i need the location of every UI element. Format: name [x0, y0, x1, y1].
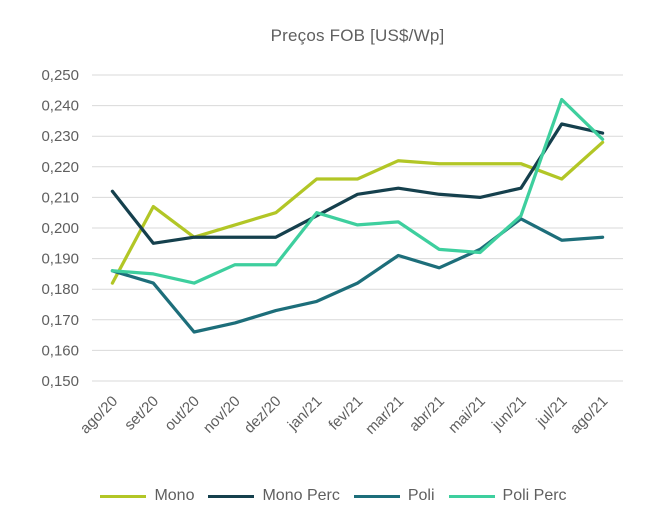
y-tick-label: 0,230	[41, 128, 79, 145]
y-tick-label: 0,190	[41, 251, 79, 268]
x-tick-label: jan/21	[284, 393, 326, 435]
legend-swatch-poli	[353, 494, 400, 498]
legend-label-poli-perc: Poli Perc	[502, 487, 567, 504]
x-tick-label: ago/20	[77, 393, 121, 437]
y-tick-label: 0,210	[41, 189, 79, 206]
legend: Mono Mono Perc Poli Poli Perc	[0, 487, 667, 505]
x-tick-label: ago/21	[567, 393, 611, 437]
legend-item-mono-perc[interactable]: Mono Perc	[208, 487, 340, 505]
y-tick-label: 0,150	[41, 373, 79, 390]
plot-area: 0,150 0,160 0,170 0,180 0,190 0,200 0,210 0,220…	[41, 67, 623, 438]
legend-swatch-poli-perc	[448, 494, 495, 498]
legend-item-mono[interactable]: Mono	[100, 487, 194, 505]
legend-item-poli[interactable]: Poli	[353, 487, 435, 505]
series-line-mono-perc	[110, 122, 605, 245]
y-tick-label: 0,240	[41, 98, 79, 115]
y-tick-label: 0,250	[41, 67, 79, 84]
y-tick-label: 0,200	[41, 220, 79, 237]
y-tick-label: 0,170	[41, 312, 79, 329]
chart-title: Preços FOB [US$/Wp]	[270, 26, 445, 45]
legend-swatch-mono	[100, 494, 147, 498]
y-tick-label: 0,220	[41, 159, 79, 176]
legend-item-poli-perc[interactable]: Poli Perc	[448, 487, 567, 505]
y-tick-label: 0,160	[41, 342, 79, 359]
series-line-mono	[110, 140, 605, 285]
series-line-poli	[110, 217, 605, 334]
x-tick-label: abr/21	[406, 393, 448, 435]
series-line-poli-perc	[110, 97, 605, 285]
x-tick-label: out/20	[161, 393, 203, 435]
legend-swatch-mono-perc	[208, 494, 255, 498]
x-tick-label: dez/20	[241, 393, 285, 437]
x-tick-label: jun/21	[488, 393, 530, 435]
legend-label-mono-perc: Mono Perc	[262, 487, 340, 504]
x-tick-label: jul/21	[532, 393, 570, 431]
y-tick-label: 0,180	[41, 281, 79, 298]
x-tick-label: mar/21	[362, 393, 407, 438]
x-tick-label: nov/20	[200, 393, 244, 437]
x-tick-label: mai/21	[445, 393, 489, 437]
x-tick-label: fev/21	[325, 393, 366, 434]
legend-label-poli: Poli	[407, 487, 435, 504]
x-tick-label: set/20	[121, 393, 162, 434]
legend-label-mono: Mono	[154, 487, 195, 504]
